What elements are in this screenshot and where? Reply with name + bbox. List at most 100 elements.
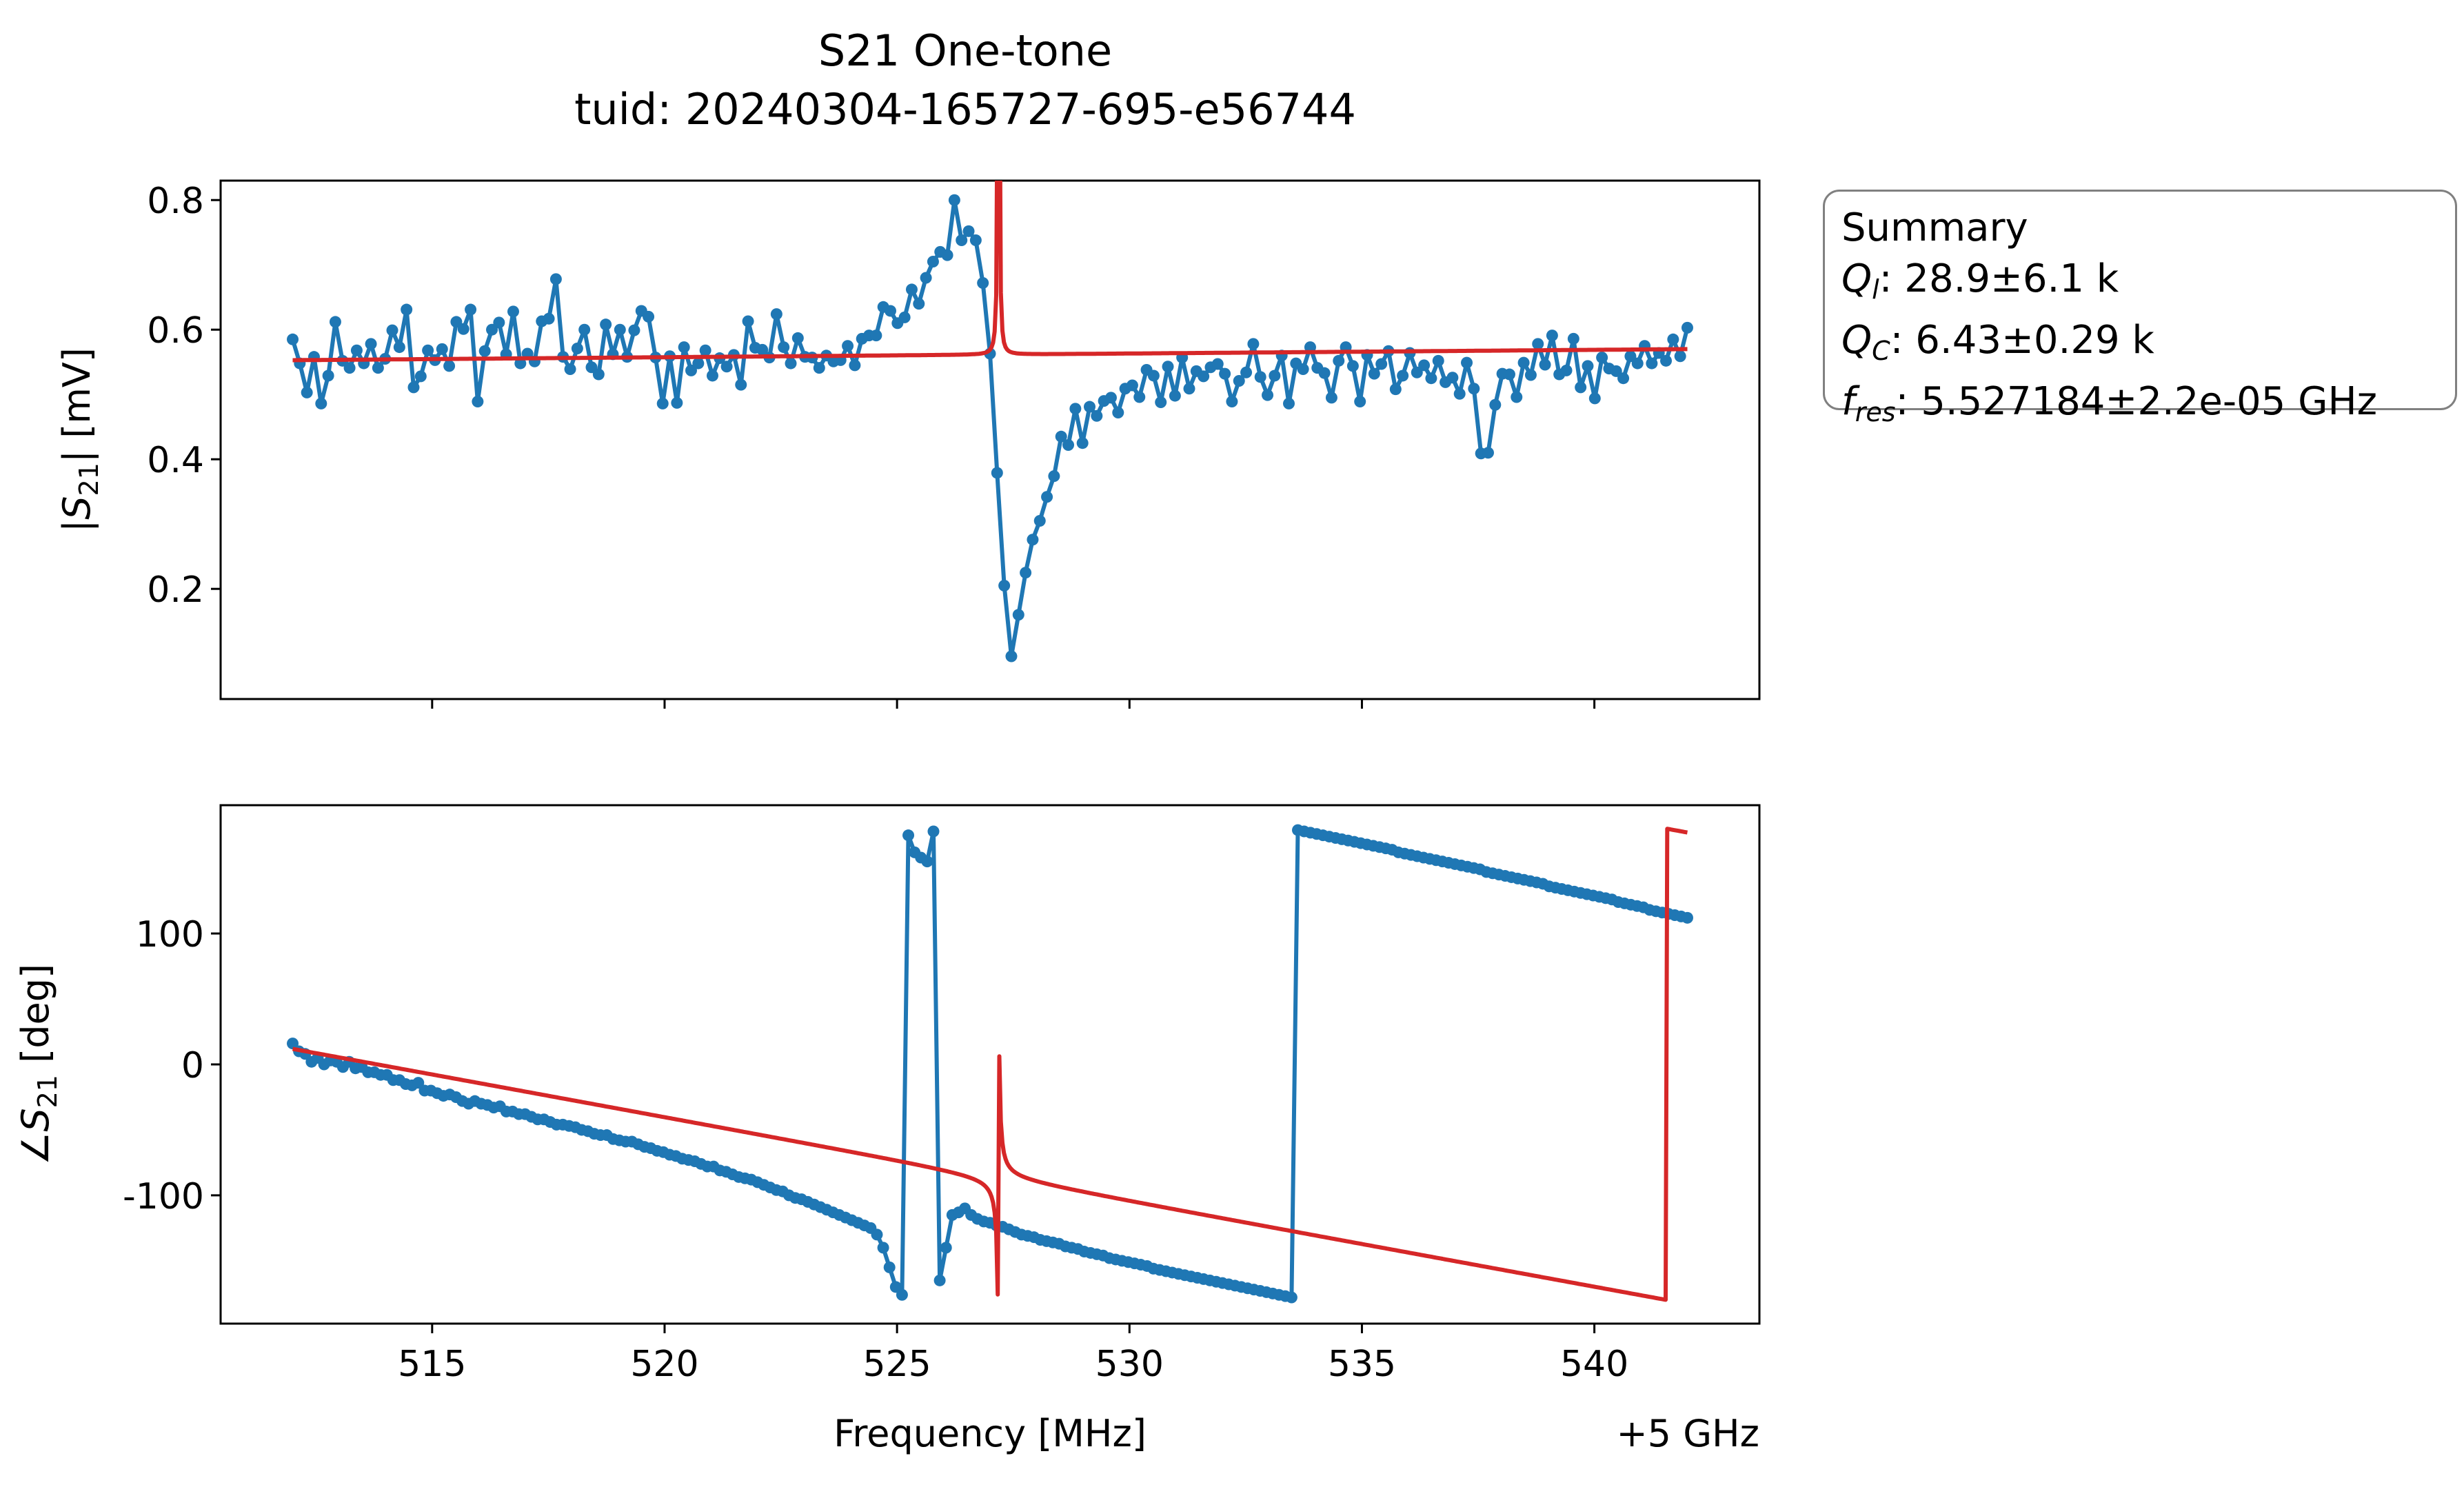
magnitude-data-point <box>486 323 498 336</box>
phase-data-point <box>940 1242 952 1254</box>
phase-y-tick-label: 0 <box>181 1045 204 1086</box>
magnitude-data-point <box>1546 330 1558 342</box>
magnitude-data-point <box>656 397 669 409</box>
magnitude-data-point <box>1219 367 1231 380</box>
magnitude-data-point <box>564 363 576 376</box>
phase-data-point <box>883 1261 896 1273</box>
magnitude-data-point <box>1588 392 1601 405</box>
magnitude-data-point <box>407 381 420 394</box>
magnitude-data-point <box>1147 370 1160 382</box>
magnitude-data-point <box>1482 447 1494 459</box>
magnitude-data-point <box>1183 383 1195 395</box>
summary-title: Summary <box>1841 205 2028 250</box>
magnitude-data-point <box>1062 439 1075 452</box>
magnitude-data-point <box>699 344 711 356</box>
magnitude-data-point <box>735 378 747 391</box>
magnitude-data-point <box>287 333 299 345</box>
magnitude-plot-frame <box>219 179 1761 700</box>
magnitude-data-point <box>1524 369 1537 381</box>
magnitude-data-point <box>614 323 626 336</box>
magnitude-data-point <box>1354 396 1366 408</box>
phase-data-point <box>871 1228 883 1241</box>
phase-data-point <box>889 1281 902 1293</box>
phase-data-point <box>896 1288 908 1301</box>
phase-data-point <box>902 829 915 842</box>
summary-ql-value: : 28.9±6.1 k <box>1879 256 2119 301</box>
magnitude-data-point <box>1389 383 1402 396</box>
magnitude-data-point <box>1511 391 1523 403</box>
magnitude-axes: 0.2 0.4 0.6 0.8 <box>147 181 1596 709</box>
magnitude-data-point <box>1020 567 1032 579</box>
phase-panel: -100 0 100 515 520 525 530 535 540 ∠S21 [deg] Fr… <box>14 804 1761 1455</box>
magnitude-data-point <box>1432 354 1444 367</box>
magnitude-data-point <box>1596 352 1608 364</box>
magnitude-data-point <box>465 303 477 316</box>
magnitude-data-point <box>1112 407 1124 419</box>
magnitude-data-point <box>685 364 698 376</box>
magnitude-data-point <box>770 308 782 321</box>
magnitude-data-point <box>1411 366 1423 378</box>
magnitude-data-point <box>756 343 769 356</box>
magnitude-data-point <box>372 362 384 374</box>
phase-y-tick-label: -100 <box>123 1176 204 1217</box>
magnitude-data-point <box>315 397 327 409</box>
magnitude-data-point <box>1617 372 1630 385</box>
summary-ql: Ql: 28.9±6.1 k <box>1841 254 2438 315</box>
magnitude-data-point <box>1012 609 1024 621</box>
magnitude-data-point <box>1560 364 1573 376</box>
phase-x-tick-label: 520 <box>630 1344 698 1385</box>
magnitude-data-point <box>457 323 469 335</box>
phase-axes: -100 0 100 515 520 525 530 535 540 <box>123 914 1628 1385</box>
magnitude-y-axis-label: |S21| [mV] <box>55 347 104 532</box>
magnitude-data-point <box>969 234 982 246</box>
magnitude-data-point <box>507 305 519 318</box>
magnitude-data-point <box>585 361 598 374</box>
magnitude-data-point <box>1055 430 1067 443</box>
magnitude-data-point <box>1169 390 1181 402</box>
magnitude-data-point <box>549 273 562 285</box>
magnitude-data-point <box>898 311 911 323</box>
magnitude-data-point <box>1333 354 1345 367</box>
magnitude-data-point <box>1539 358 1551 371</box>
magnitude-data-point <box>329 316 341 328</box>
phase-x-tick-label: 540 <box>1560 1344 1628 1385</box>
magnitude-data-point <box>1262 389 1274 401</box>
magnitude-data-point <box>1468 383 1480 395</box>
magnitude-data-point <box>450 316 463 328</box>
magnitude-data-point <box>948 194 960 206</box>
phase-x-tick-label: 530 <box>1095 1344 1164 1385</box>
magnitude-data-point <box>350 344 363 356</box>
magnitude-data-point <box>791 332 804 344</box>
phase-y-axis-label: ∠S21 [deg] <box>14 964 63 1165</box>
magnitude-y-tick-label: 0.6 <box>147 310 204 352</box>
phase-data-point <box>1681 911 1693 924</box>
magnitude-data-point <box>671 396 683 409</box>
magnitude-data-point <box>322 370 334 382</box>
summary-fres: fres: 5.527184±2.2e-05 GHz <box>1841 376 2438 438</box>
phase-data-point <box>287 1038 299 1050</box>
summary-fres-symbol: f <box>1841 379 1855 424</box>
magnitude-data-point <box>1005 650 1018 662</box>
magnitude-data-point <box>1667 333 1679 345</box>
magnitude-data-point <box>1418 359 1431 372</box>
magnitude-data-point <box>1375 358 1388 370</box>
magnitude-data-point <box>1318 367 1331 379</box>
magnitude-data-point <box>785 357 797 370</box>
magnitude-data-point <box>493 316 505 329</box>
magnitude-data-point <box>941 249 953 261</box>
magnitude-data-point <box>1162 361 1174 373</box>
magnitude-data-point <box>628 324 640 336</box>
magnitude-data-point <box>1226 396 1238 408</box>
magnitude-data-point <box>706 370 718 382</box>
magnitude-data-point <box>1461 356 1473 369</box>
magnitude-data-point <box>962 225 975 237</box>
magnitude-y-tick-label: 0.2 <box>147 569 204 611</box>
magnitude-data-point <box>956 234 968 246</box>
magnitude-data-point <box>1368 367 1380 380</box>
magnitude-data-point <box>472 396 484 408</box>
magnitude-data-point <box>678 341 690 354</box>
phase-data-point <box>927 825 940 838</box>
magnitude-data-point <box>692 357 705 370</box>
magnitude-data-point <box>1582 360 1594 372</box>
